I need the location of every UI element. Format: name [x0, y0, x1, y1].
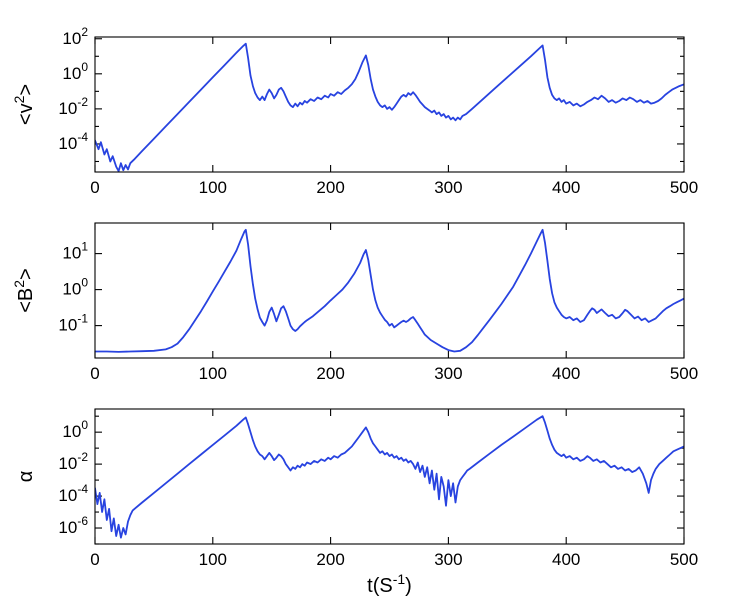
x-tick-label: 0 [90, 178, 99, 197]
x-tick-label: 200 [316, 364, 344, 383]
data-line-alpha [95, 415, 684, 539]
x-axis-label: t(S-1) [367, 571, 412, 597]
y-tick-label: 10-4 [58, 482, 88, 505]
x-tick-label: 100 [199, 550, 227, 569]
x-tick-label: 200 [316, 550, 344, 569]
panel-alpha: 0 100 200 300 400 500 10-6 10-4 10-2 100 α t(S-1) [15, 408, 698, 597]
x-tick-label: 500 [670, 550, 698, 569]
data-line-mean-squared-magnetic-field [95, 228, 684, 353]
y-axis-label-mean-squared-magnetic-field: <B2> [11, 268, 37, 313]
y-tick-label: 101 [62, 240, 88, 263]
y-tick-label: 10-2 [58, 95, 88, 118]
y-tick-label: 102 [62, 25, 88, 48]
x-tick-label: 500 [670, 364, 698, 383]
x-tick-label: 500 [670, 178, 698, 197]
x-tick-label: 300 [434, 550, 462, 569]
x-tick-label: 100 [199, 178, 227, 197]
x-tick-label: 400 [552, 364, 580, 383]
x-tick-label: 200 [316, 178, 344, 197]
panel-mean-squared-velocity: 0 100 200 300 400 500 10-4 10-2 100 102 <v2> [11, 25, 698, 197]
y-axis-label-alpha: α [15, 471, 37, 483]
axes-frame [94, 36, 685, 173]
y-tick-label: 100 [62, 60, 88, 83]
axes-frame [94, 222, 685, 359]
y-tick-label: 10-1 [58, 312, 88, 335]
x-tick-label: 0 [90, 364, 99, 383]
y-tick-label: 10-4 [58, 130, 88, 153]
x-tick-label: 400 [552, 550, 580, 569]
y-tick-label: 100 [62, 418, 88, 441]
y-axis-label-mean-squared-velocity: <v2> [11, 84, 37, 125]
x-tick-label: 0 [90, 550, 99, 569]
y-tick-label: 10-6 [58, 514, 88, 537]
x-tick-label: 300 [434, 178, 462, 197]
data-line-mean-squared-velocity [95, 42, 684, 172]
x-tick-label: 300 [434, 364, 462, 383]
y-tick-label: 10-2 [58, 450, 88, 473]
axes-frame [94, 408, 685, 545]
y-tick-label: 100 [62, 276, 88, 299]
x-tick-label: 100 [199, 364, 227, 383]
panel-mean-squared-magnetic-field: 0 100 200 300 400 500 10-1 100 101 <B2> [11, 222, 698, 383]
x-tick-label: 400 [552, 178, 580, 197]
